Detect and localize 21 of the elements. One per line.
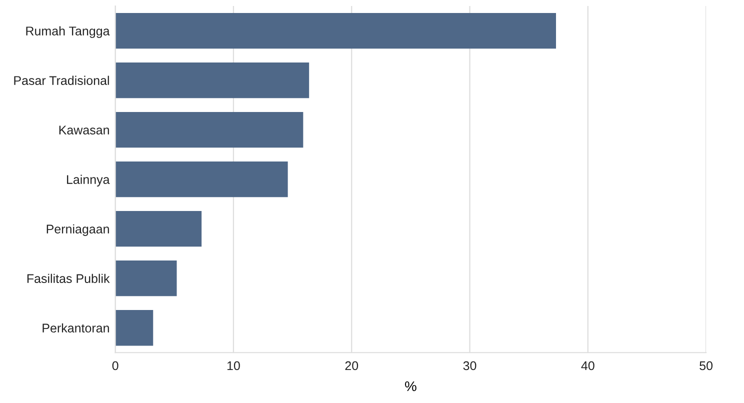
x-tick-label: 50	[700, 361, 713, 370]
bar	[115, 310, 154, 346]
bar	[115, 260, 177, 296]
x-tick-label: 20	[345, 361, 358, 370]
y-tick-label: Pasar Tradisional	[14, 76, 109, 85]
y-tick-label: Perkantoran	[42, 323, 109, 333]
bar	[115, 211, 202, 247]
y-tick-label: Perniagaan	[46, 224, 109, 236]
x-tick-label: 10	[227, 361, 240, 370]
bar	[115, 62, 310, 98]
bar	[115, 112, 304, 148]
y-tick-label: Kawasan	[59, 126, 109, 134]
x-tick-label: 30	[463, 361, 476, 370]
x-tick-label: 0	[112, 361, 118, 370]
x-tick-label: 40	[581, 361, 594, 370]
bar	[115, 12, 556, 49]
x-axis-title: %	[405, 381, 416, 392]
bar	[115, 162, 288, 198]
y-tick-label: Lainnya	[67, 174, 110, 186]
y-tick-label: Rumah Tangga	[26, 26, 110, 38]
y-tick-label: Fasilitas Publik	[27, 274, 110, 284]
